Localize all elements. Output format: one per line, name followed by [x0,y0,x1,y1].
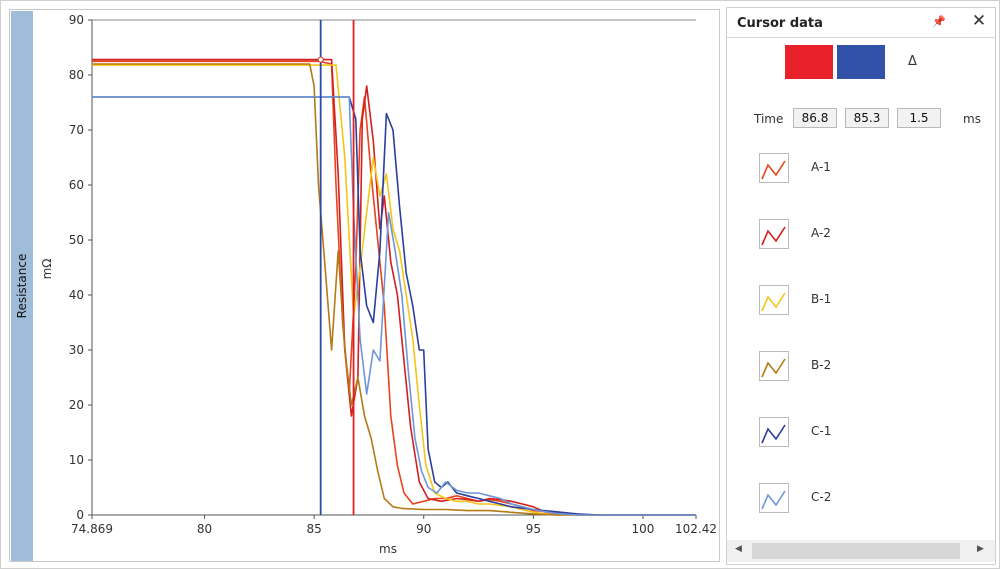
legend-label: A-2 [811,226,831,240]
horizontal-scrollbar[interactable]: ◀ ▶ [727,540,995,562]
legend-item-B-1[interactable]: B-1 [759,285,959,317]
y-tick-label: 10 [69,453,84,467]
panel-title: Cursor data [737,16,823,31]
series-line-B-1 [92,64,696,516]
y-tick-label: 30 [69,343,84,357]
legend-item-B-2[interactable]: B-2 [759,351,959,383]
y-tick-label: 50 [69,233,84,247]
y-tick-label: 80 [69,68,84,82]
x-tick-label: 74.869 [71,522,113,536]
y-tick-label: 40 [69,288,84,302]
series-line-A-2 [92,58,696,516]
y-tick-label: 90 [69,13,84,27]
x-tick-label: 95 [526,522,541,536]
cursor-1-time: 86.8 [793,108,837,128]
y-tick-label: 70 [69,123,84,137]
legend-item-C-2[interactable]: C-2 [759,483,959,515]
x-tick-label: 90 [416,522,431,536]
cursor-2-time: 85.3 [845,108,889,128]
x-tick-label: 85 [306,522,321,536]
time-label: Time [754,112,784,126]
series-line-C-1 [92,96,696,516]
series-line-icon [759,285,789,315]
cursor-marker [317,56,324,63]
panel-header: Cursor data 📌 ✕ [727,8,995,38]
y-unit-label: mΩ [40,259,54,280]
x-axis-title: ms [379,542,397,556]
series-line-A-1 [92,60,696,516]
series-line-icon [759,153,789,183]
cursor-1-swatch[interactable] [785,45,833,79]
legend-label: C-2 [811,490,832,504]
y-tick-label: 0 [76,508,84,522]
pin-icon[interactable]: 📌 [932,15,946,28]
legend-label: B-1 [811,292,832,306]
y-tick-label: 20 [69,398,84,412]
time-unit: ms [963,112,981,126]
legend-label: C-1 [811,424,832,438]
series-line-C-2 [92,96,696,516]
scroll-right-arrow-icon[interactable]: ▶ [977,544,984,554]
legend-item-A-1[interactable]: A-1 [759,153,959,185]
y-axis-band [11,11,33,561]
scrollbar-thumb[interactable] [752,543,960,559]
cursor-2-swatch[interactable] [837,45,885,79]
series-line-icon [759,483,789,513]
legend-label: B-2 [811,358,832,372]
close-icon[interactable]: ✕ [971,11,987,31]
scroll-left-arrow-icon[interactable]: ◀ [735,544,742,554]
series-line-icon [759,219,789,249]
series-line-icon [759,417,789,447]
series-line-icon [759,351,789,381]
x-tick-label: 100 [631,522,654,536]
chart-canvas[interactable]: 0 10 20 30 40 50 60 70 80 90 mΩ 74.869 80 85 90 95 100 10… [1,1,721,569]
legend-label: A-1 [811,160,831,174]
y-tick-label: 60 [69,178,84,192]
delta-time: 1.5 [897,108,941,128]
cursor-data-panel: Cursor data 📌 ✕ Δ Time 86.8 85.3 1.5 ms … [726,7,996,565]
x-tick-label: 102.42 [675,522,717,536]
legend-item-A-2[interactable]: A-2 [759,219,959,251]
series-line-B-2 [92,63,696,516]
legend-item-C-1[interactable]: C-1 [759,417,959,449]
delta-label: Δ [908,54,917,69]
x-tick-label: 80 [197,522,212,536]
